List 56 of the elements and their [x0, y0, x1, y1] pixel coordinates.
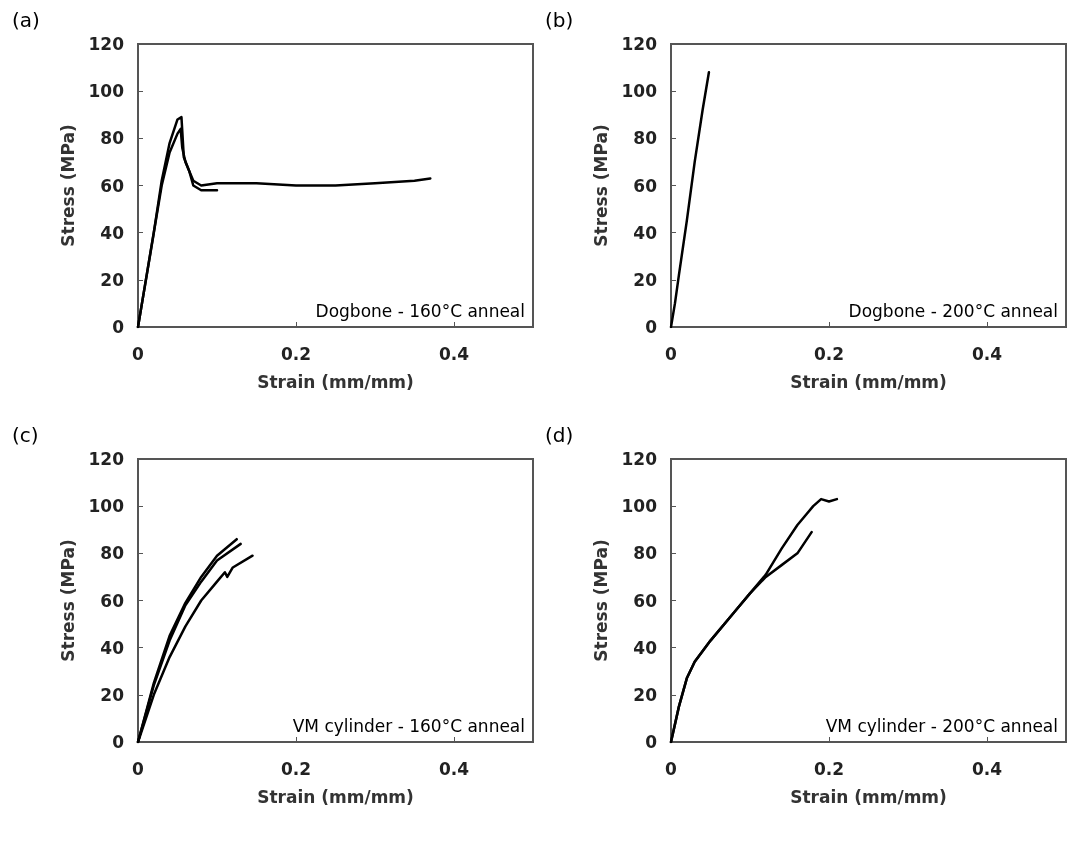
- y-tick-label: 0: [112, 732, 125, 752]
- y-tick-label: 40: [633, 637, 658, 658]
- y-tick-label: 80: [633, 128, 658, 149]
- y-tick-label: 100: [621, 81, 658, 102]
- text: (d): [545, 423, 574, 447]
- text: (b): [545, 8, 574, 32]
- y-tick-label: 0: [645, 317, 658, 337]
- y-tick-label: 120: [621, 34, 658, 54]
- x-axis-title: Strain (mm/mm): [790, 786, 947, 807]
- x-axis-title: Strain (mm/mm): [790, 371, 947, 392]
- y-tick-label: 60: [100, 590, 125, 611]
- annotation: Dogbone - 160°C anneal: [315, 300, 525, 321]
- y-tick-label: 60: [633, 590, 658, 611]
- y-tick-label: 0: [112, 317, 125, 337]
- y-tick-label: 20: [633, 269, 658, 290]
- x-tick-label: 0.2: [280, 758, 312, 779]
- y-tick-label: 120: [621, 449, 658, 469]
- annotation: VM cylinder - 200°C anneal: [825, 715, 1059, 736]
- x-tick-label: 0.2: [813, 343, 845, 364]
- y-axis-title: Stress (MPa): [590, 539, 611, 662]
- y-axis-title: Stress (MPa): [57, 124, 78, 247]
- y-tick-label: 120: [88, 34, 125, 54]
- y-tick-label: 80: [633, 543, 658, 564]
- x-tick-label: 0: [132, 758, 145, 779]
- y-tick-label: 20: [100, 684, 125, 705]
- x-tick-label: 0.4: [971, 343, 1003, 364]
- y-tick-label: 40: [633, 222, 658, 243]
- y-tick-label: 100: [88, 496, 125, 517]
- text: (c): [12, 423, 39, 447]
- y-tick-label: 80: [100, 128, 125, 149]
- x-tick-label: 0: [665, 758, 678, 779]
- annotation: Dogbone - 200°C anneal: [848, 300, 1058, 321]
- y-tick-label: 20: [100, 269, 125, 290]
- x-tick-label: 0.2: [280, 343, 312, 364]
- text: (a): [12, 8, 40, 32]
- x-tick-label: 0.4: [438, 343, 470, 364]
- x-tick-label: 0.2: [813, 758, 845, 779]
- y-tick-label: 100: [88, 81, 125, 102]
- x-tick-label: 0: [132, 343, 145, 364]
- y-tick-label: 100: [621, 496, 658, 517]
- y-tick-label: 40: [100, 637, 125, 658]
- x-axis-title: Strain (mm/mm): [257, 786, 414, 807]
- y-axis-title: Stress (MPa): [57, 539, 78, 662]
- y-tick-label: 0: [645, 732, 658, 752]
- y-tick-label: 60: [100, 175, 125, 196]
- y-tick-label: 40: [100, 222, 125, 243]
- x-axis-title: Strain (mm/mm): [257, 371, 414, 392]
- y-tick-label: 120: [88, 449, 125, 469]
- y-tick-label: 60: [633, 175, 658, 196]
- y-axis-title: Stress (MPa): [590, 124, 611, 247]
- y-tick-label: 80: [100, 543, 125, 564]
- x-tick-label: 0.4: [971, 758, 1003, 779]
- y-tick-label: 20: [633, 684, 658, 705]
- annotation: VM cylinder - 160°C anneal: [292, 715, 526, 736]
- x-tick-label: 0.4: [438, 758, 470, 779]
- x-tick-label: 0: [665, 343, 678, 364]
